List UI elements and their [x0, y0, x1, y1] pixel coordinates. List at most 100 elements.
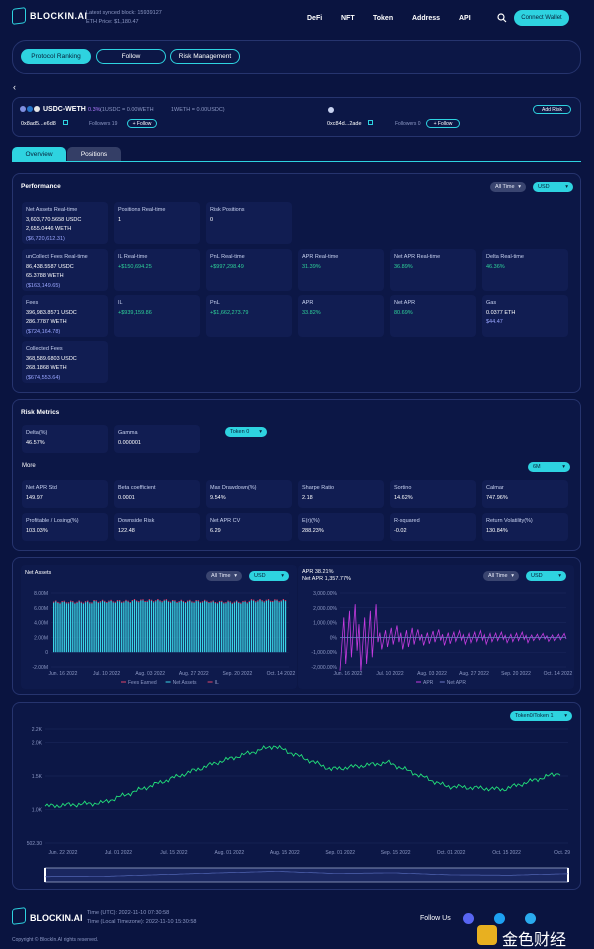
legend-label: Net Assets: [173, 680, 197, 686]
tab-overview[interactable]: Overview: [12, 147, 66, 161]
tab-positions[interactable]: Positions: [67, 147, 121, 161]
net-assets-bar: [72, 602, 74, 653]
metric-label: Net APR CV: [210, 518, 241, 524]
footer-brand: BLOCKIN.AI: [30, 913, 83, 923]
brand-logo-icon[interactable]: [12, 7, 26, 25]
pair-select[interactable]: Token0/Token 1 ▾: [510, 711, 572, 721]
il-mark: [161, 601, 163, 603]
il-mark: [242, 601, 244, 603]
metric-value: 122.48: [118, 527, 135, 534]
il-mark: [106, 601, 108, 603]
nav-address[interactable]: Address: [412, 15, 441, 22]
y-tick-label: 1.0K: [32, 808, 43, 814]
il-mark: [155, 600, 157, 602]
discord-icon[interactable]: [463, 913, 474, 924]
twitter-icon[interactable]: [494, 913, 505, 924]
net-assets-bar: [172, 600, 174, 653]
net-assets-bar: [167, 601, 170, 653]
il-mark: [167, 600, 170, 602]
metric-label: Calmar: [486, 485, 504, 491]
il-value: +$939,159.86: [118, 309, 152, 316]
net-assets-bar: [252, 600, 255, 653]
il-mark: [93, 600, 95, 602]
add-risk-button[interactable]: Add Risk: [533, 105, 571, 114]
metric-label: R-squared: [394, 518, 420, 524]
net-assets-bar: [184, 602, 187, 653]
il-mark: [274, 599, 276, 601]
copy-icon[interactable]: [368, 120, 373, 125]
il-mark: [238, 601, 240, 603]
il-mark: [87, 600, 89, 602]
il-mark: [72, 601, 74, 603]
risk-metric-box: Net APR CV 6.29: [206, 513, 292, 541]
gas-eth: 0.0377 ETH: [486, 309, 516, 316]
tab-risk-management[interactable]: Risk Management: [170, 49, 240, 64]
net-assets-bar: [55, 601, 57, 653]
y-tick-label: 2,000.00%: [313, 606, 337, 612]
metric-value: 103.03%: [26, 527, 48, 534]
il-mark: [159, 600, 161, 602]
nav-defi[interactable]: DeFi: [307, 15, 323, 22]
il-mark: [257, 600, 259, 602]
pool-name[interactable]: USDC-WETH: [43, 106, 86, 113]
period-select[interactable]: 6M ▾: [528, 462, 570, 472]
net-apr-label: Net APR: [394, 300, 416, 306]
net-apr-realtime-value: 36.89%: [394, 263, 413, 270]
time-range-select[interactable]: All Time ▾: [490, 182, 526, 192]
net-assets-bar: [218, 601, 221, 653]
apr-currency-select[interactable]: USD ▾: [526, 571, 566, 581]
metric-value: 14.62%: [394, 494, 413, 501]
owner-address-1[interactable]: 0x8ad5...e6d8: [21, 121, 56, 127]
apr-range-select[interactable]: All Time ▾: [483, 571, 519, 581]
metric-label: E(r)(%): [302, 518, 320, 524]
x-tick-label: Oct. 14 2022: [544, 671, 573, 677]
collected-fees-box: Collected Fees 368,589.6803 USDC 268.186…: [22, 341, 108, 383]
search-icon[interactable]: [497, 13, 507, 23]
net-assets-bar: [65, 603, 68, 653]
nav-token[interactable]: Token: [373, 15, 394, 22]
token-select[interactable]: Token 0 ▾: [225, 427, 267, 437]
uncollect-fees-box: unCollect Fees Real-time 86,438.5587 USD…: [22, 249, 108, 291]
brand-name[interactable]: BLOCKIN.AI: [30, 11, 88, 21]
net-assets-bar: [265, 600, 268, 653]
telegram-icon[interactable]: [525, 913, 536, 924]
tab-protocol-ranking[interactable]: Protocol Ranking: [21, 49, 91, 64]
tab-follow[interactable]: Follow: [96, 49, 166, 64]
x-tick-label: Jul. 15 2022: [160, 850, 187, 856]
net-assets-currency-select[interactable]: USD ▾: [249, 571, 289, 581]
il-mark: [163, 599, 165, 601]
y-tick-label: 4.00M: [34, 621, 48, 627]
x-tick-label: Jun. 22 2022: [49, 850, 78, 856]
chevron-down-icon: ▾: [259, 429, 262, 435]
back-arrow-icon[interactable]: ‹: [13, 82, 16, 92]
connect-wallet-button[interactable]: Connect Wallet: [514, 10, 569, 26]
il-mark: [165, 599, 168, 601]
il-mark: [84, 601, 87, 603]
nav-api[interactable]: API: [459, 15, 471, 22]
owner-address-2[interactable]: 0xc84d...2ade: [327, 121, 362, 127]
il-mark: [195, 600, 197, 602]
chevron-down-icon: ▾: [518, 184, 521, 190]
net-assets-weth: 2,655.0446 WETH: [26, 226, 72, 232]
risk-metric-box: Profitable / Losing(%) 103.03%: [22, 513, 108, 541]
collected-fees-weth: 268.1868 WETH: [26, 365, 67, 371]
il-mark: [184, 601, 187, 603]
net-assets-bar: [152, 602, 155, 653]
nav-nft[interactable]: NFT: [341, 15, 355, 22]
x-tick-label: Aug. 01 2022: [214, 850, 244, 856]
net-assets-bar: [248, 601, 251, 653]
apr-realtime-value: 31.39%: [302, 263, 321, 270]
currency-select[interactable]: USD ▾: [533, 182, 573, 192]
charts-card: Net Assets All Time ▾ USD ▾ 8.00M 6.00M 4.00…: [12, 557, 581, 695]
net-apr-realtime-box: Net APR Real-time 36.89%: [390, 249, 476, 291]
net-assets-bar: [284, 601, 287, 653]
apr-box: APR 33.82%: [298, 295, 384, 337]
net-assets-range-select[interactable]: All Time ▾: [206, 571, 242, 581]
follow-button-2[interactable]: + Follow: [426, 119, 460, 128]
positions-box: Positions Real-time 1: [114, 202, 200, 244]
net-apr-realtime-label: Net APR Real-time: [394, 254, 441, 260]
follow-button-1[interactable]: + Follow: [127, 119, 157, 128]
il-mark: [278, 601, 280, 603]
copy-icon[interactable]: [63, 120, 68, 125]
metric-label: Profitable / Losing(%): [26, 518, 79, 524]
